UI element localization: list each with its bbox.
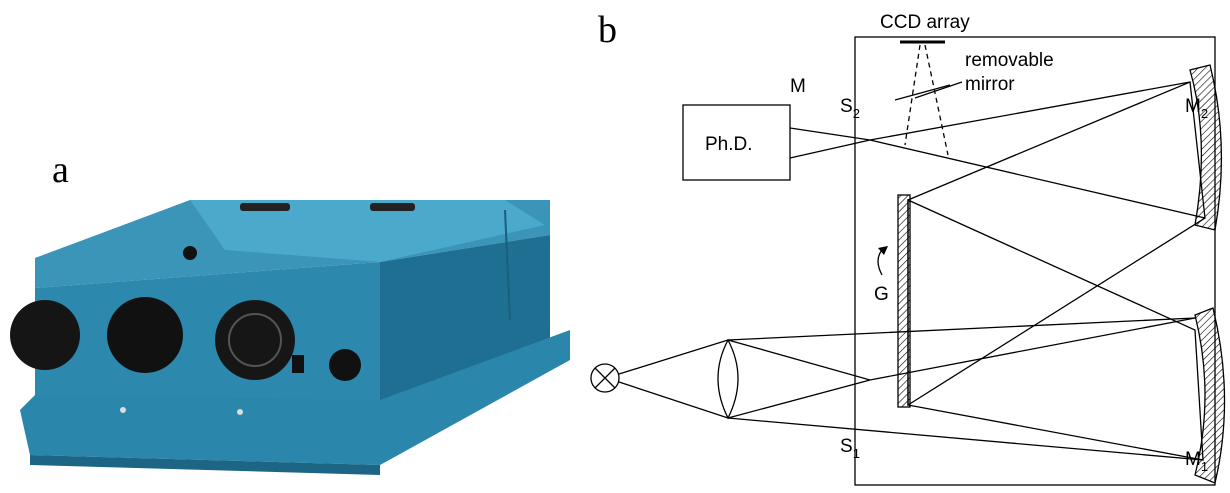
mirror-m (895, 85, 950, 100)
subscript: 2 (853, 106, 860, 121)
grating-label: G (874, 284, 889, 305)
panel-label: b (598, 9, 617, 51)
removable-label: removable (965, 50, 1054, 71)
mirror-m2 (1190, 65, 1221, 230)
subscript: 2 (1201, 106, 1208, 121)
beam-grating-m2 (908, 82, 1205, 405)
spectrometer-photo (10, 200, 570, 475)
mirror-label: mirror (965, 74, 1015, 95)
lens (718, 340, 738, 418)
panel-label: a (52, 149, 69, 191)
letter: S (840, 436, 853, 457)
figure: a b CCD array remo (0, 0, 1230, 493)
mirror-m-label: M (790, 76, 806, 97)
letter: M (1185, 449, 1201, 470)
letter: S (840, 96, 853, 117)
grating (898, 195, 910, 407)
rotation-arrow (878, 250, 882, 275)
letter: M (1185, 96, 1201, 117)
ccd-label: CCD array (880, 12, 970, 33)
subscript: 1 (1201, 459, 1208, 474)
slit-1-label: S1 (840, 436, 860, 461)
slit-2-label: S2 (840, 96, 860, 121)
ccd-path (905, 45, 948, 155)
input-rays (619, 318, 1203, 460)
detector-label: Ph.D. (705, 134, 753, 155)
subscript: 1 (853, 446, 860, 461)
panel-a: a (10, 149, 570, 475)
